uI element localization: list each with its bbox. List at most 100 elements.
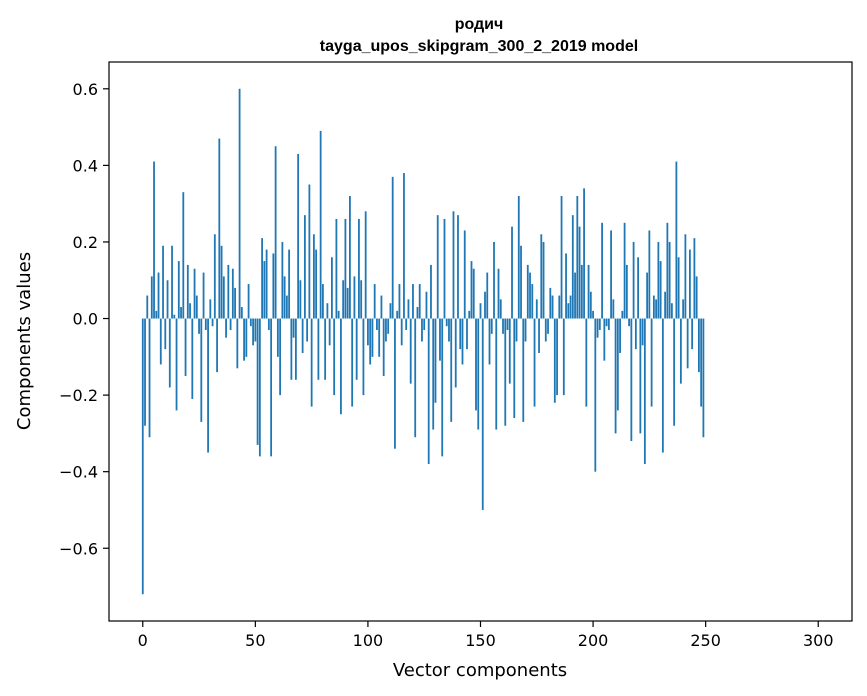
bar: [252, 318, 254, 346]
bar: [394, 318, 396, 449]
bar: [556, 318, 558, 396]
bar: [490, 318, 493, 334]
bar: [240, 307, 243, 319]
bar: [472, 268, 475, 319]
bar: [646, 272, 649, 319]
bar: [353, 276, 356, 319]
bar: [405, 318, 408, 331]
bar: [475, 318, 477, 411]
bar: [326, 303, 329, 319]
bar: [191, 318, 194, 399]
bar: [652, 295, 655, 319]
bar: [159, 318, 162, 365]
bar: [216, 318, 218, 373]
bar: [547, 318, 549, 334]
bar: [396, 310, 399, 319]
bar: [461, 318, 464, 365]
bar: [249, 318, 252, 327]
bar: [443, 218, 446, 319]
bar: [484, 291, 486, 319]
bar: [312, 234, 315, 319]
bar: [450, 318, 453, 422]
x-tick-label: 100: [353, 631, 384, 650]
bar: [234, 287, 236, 319]
bar: [418, 284, 421, 319]
bar: [168, 318, 171, 388]
bar: [603, 318, 606, 361]
bar: [371, 318, 374, 357]
bar: [299, 280, 302, 319]
bar: [414, 318, 417, 438]
bar: [331, 257, 333, 319]
bar: [630, 318, 633, 442]
bar: [144, 318, 146, 426]
bar: [605, 318, 608, 327]
bar: [634, 318, 637, 350]
bar: [526, 264, 529, 319]
bar: [162, 245, 164, 319]
bar: [549, 287, 552, 319]
bar: [222, 276, 225, 319]
bar: [285, 295, 288, 319]
bar: [373, 284, 376, 319]
bar: [211, 318, 214, 327]
bar: [691, 318, 694, 350]
bar: [623, 222, 626, 319]
bar: [668, 241, 671, 319]
bar: [688, 249, 691, 319]
bar: [427, 318, 430, 465]
bar: [632, 241, 635, 319]
bar: [153, 161, 155, 319]
bar: [589, 291, 592, 319]
bar: [276, 318, 279, 357]
bar: [641, 318, 644, 346]
bar: [493, 241, 495, 319]
bar: [430, 264, 432, 319]
bar: [553, 318, 556, 403]
bar: [220, 245, 223, 319]
bar: [434, 318, 437, 403]
bar: [324, 318, 327, 380]
bar: [180, 307, 182, 319]
bar: [335, 218, 338, 319]
bar: [466, 318, 468, 350]
bar: [670, 303, 673, 319]
bar: [551, 295, 554, 319]
bars-group: [141, 88, 705, 595]
bar: [585, 318, 588, 407]
x-tick-label: 300: [803, 631, 834, 650]
bar: [225, 318, 227, 338]
bar: [522, 318, 525, 422]
x-tick-label: 0: [138, 631, 148, 650]
bar: [351, 318, 354, 407]
bar: [477, 318, 480, 430]
bar: [141, 318, 144, 595]
bar: [342, 280, 345, 319]
bar: [511, 226, 513, 319]
bar: [468, 310, 471, 319]
bar: [540, 234, 543, 319]
bar: [596, 318, 599, 338]
bar: [695, 276, 698, 319]
bar: [439, 318, 441, 361]
bar: [306, 318, 309, 342]
bar: [425, 291, 428, 319]
x-tick-label: 250: [690, 631, 721, 650]
bar: [400, 318, 403, 346]
bar: [376, 318, 378, 331]
bar: [337, 310, 340, 319]
bar: [166, 280, 169, 319]
bar: [639, 318, 642, 434]
bar: [315, 249, 318, 319]
bar: [243, 318, 245, 361]
bar: [236, 318, 239, 369]
bar: [265, 249, 268, 319]
bar: [520, 245, 522, 319]
bar: [389, 303, 392, 319]
bar: [673, 318, 676, 426]
bar: [499, 299, 502, 319]
bar: [421, 318, 423, 342]
y-tick-label: −0.6: [59, 539, 98, 558]
bar: [643, 318, 646, 465]
